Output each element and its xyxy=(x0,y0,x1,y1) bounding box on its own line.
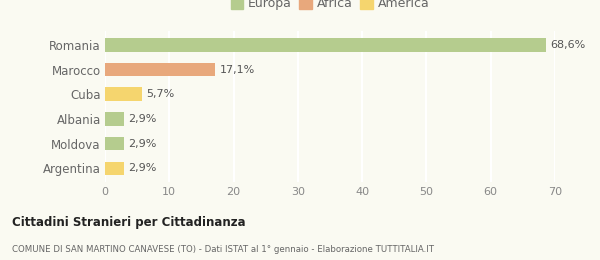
Text: 2,9%: 2,9% xyxy=(128,163,157,173)
Text: COMUNE DI SAN MARTINO CANAVESE (TO) - Dati ISTAT al 1° gennaio - Elaborazione TU: COMUNE DI SAN MARTINO CANAVESE (TO) - Da… xyxy=(12,245,434,254)
Text: 68,6%: 68,6% xyxy=(551,40,586,50)
Text: 5,7%: 5,7% xyxy=(146,89,175,99)
Bar xyxy=(105,87,142,101)
Bar xyxy=(105,161,124,175)
Bar xyxy=(105,112,124,126)
Bar xyxy=(105,63,215,76)
Text: 2,9%: 2,9% xyxy=(128,139,157,149)
Text: 17,1%: 17,1% xyxy=(220,64,254,75)
Legend: Europa, Africa, America: Europa, Africa, America xyxy=(228,0,432,13)
Bar xyxy=(105,137,124,151)
Bar xyxy=(105,38,546,52)
Text: Cittadini Stranieri per Cittadinanza: Cittadini Stranieri per Cittadinanza xyxy=(12,216,245,229)
Text: 2,9%: 2,9% xyxy=(128,114,157,124)
